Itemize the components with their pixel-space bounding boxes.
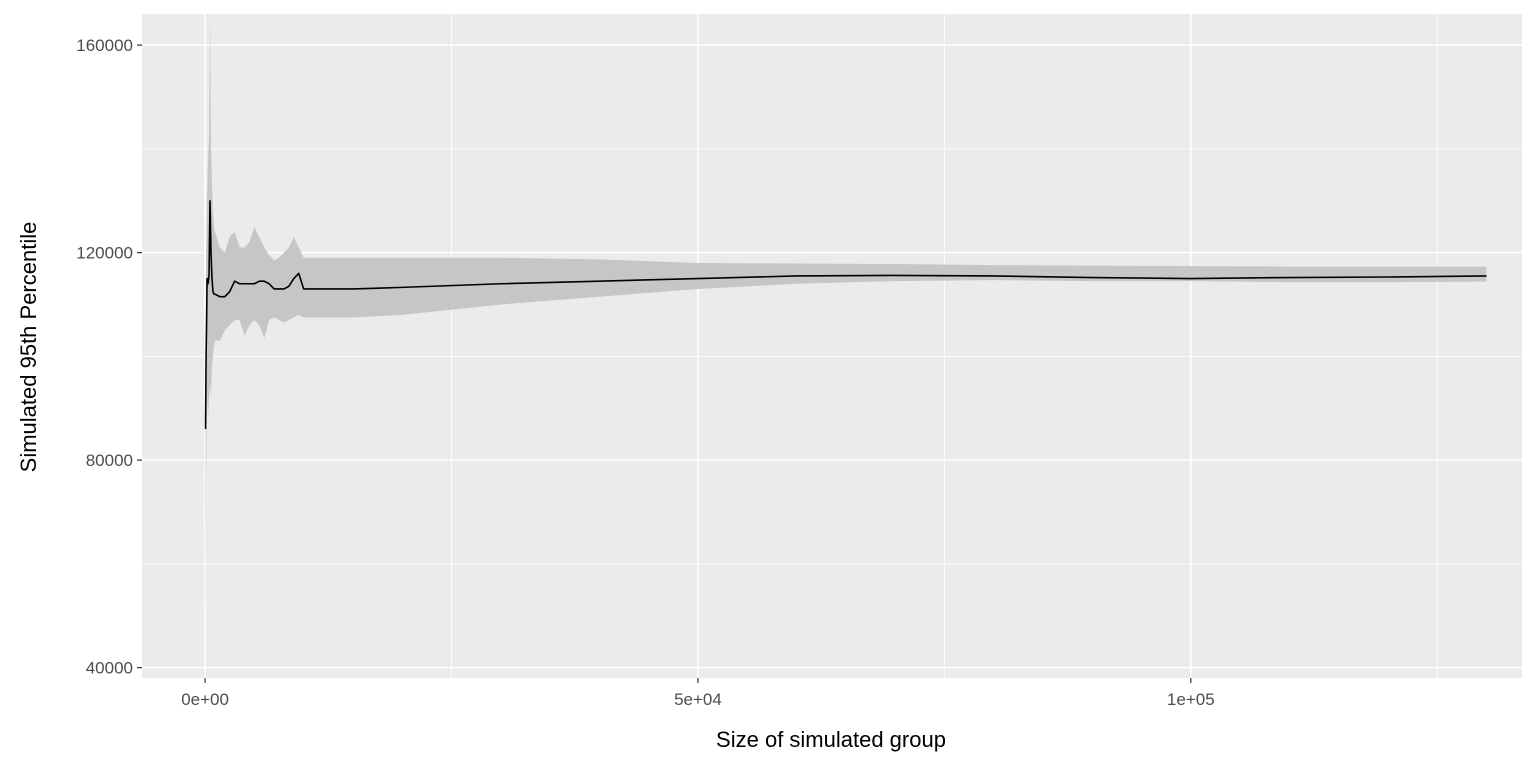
y-tick-label-3: 160000 <box>76 36 133 55</box>
x-axis-title: Size of simulated group <box>716 727 946 752</box>
y-axis: 40000 80000 120000 160000 <box>76 36 142 678</box>
plot-panel <box>142 14 1522 678</box>
y-tick-label-2: 120000 <box>76 244 133 263</box>
minor-gridlines <box>142 14 1522 678</box>
major-gridlines <box>142 14 1522 678</box>
x-tick-label-0: 0e+00 <box>181 690 229 709</box>
y-axis-title: Simulated 95th Percentile <box>16 222 41 473</box>
y-tick-label-1: 80000 <box>86 451 133 470</box>
x-axis: 0e+00 5e+04 1e+05 <box>181 678 1215 709</box>
y-tick-label-0: 40000 <box>86 659 133 678</box>
x-tick-label-2: 1e+05 <box>1167 690 1215 709</box>
x-tick-label-1: 5e+04 <box>674 690 722 709</box>
percentile-line <box>204 199 1487 430</box>
